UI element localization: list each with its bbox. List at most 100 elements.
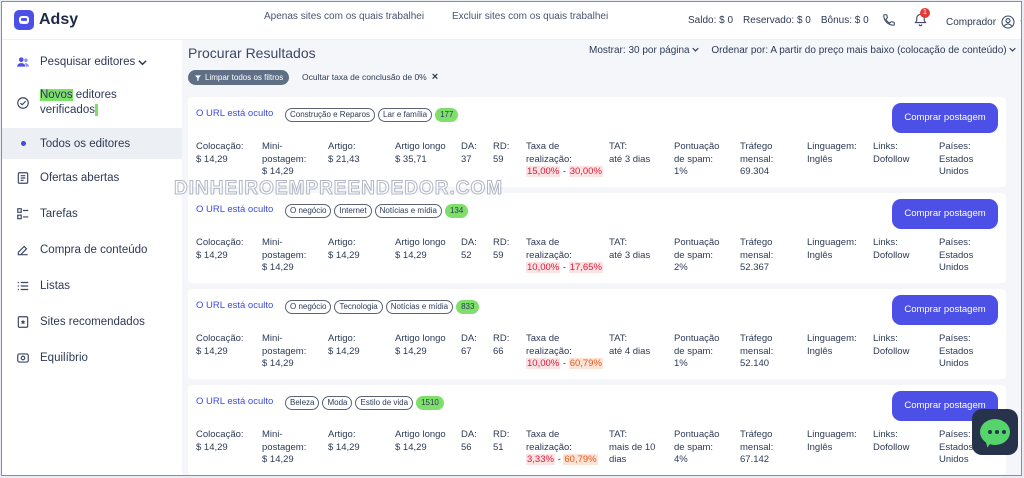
sort-select[interactable]: Ordenar por: A partir do preço mais baix… — [711, 45, 1017, 56]
category-tag[interactable]: Moda — [322, 396, 353, 410]
filter-only-worked-link[interactable]: Apenas sites com os quais trabalhei — [264, 11, 425, 22]
buy-post-button[interactable]: Comprar postagem — [892, 295, 998, 325]
category-tag[interactable]: O negócio — [285, 300, 332, 314]
buy-post-button[interactable]: Comprar postagem — [892, 199, 998, 229]
chevron-down-icon — [1009, 47, 1017, 52]
top-bar: Adsy Apenas sites com os quais trabalhei… — [2, 2, 1021, 40]
logo[interactable]: Adsy — [14, 10, 78, 30]
rd-metric: RD: 59 — [493, 141, 510, 165]
article-price: Artigo: $ 14,29 — [328, 333, 360, 357]
sidebar-item-label: Pesquisar editores — [40, 56, 136, 68]
category-tag[interactable]: O negócio — [285, 204, 332, 218]
language: Linguagem: Inglês — [807, 333, 857, 357]
hidden-url-link[interactable]: O URL está oculto — [196, 300, 274, 311]
list-icon — [17, 281, 29, 291]
rd-metric: RD: 51 — [493, 429, 510, 453]
sidebar-item-label: Equilíbrio — [40, 352, 88, 364]
spam-score: Pontuação de spam: 4% — [674, 429, 720, 465]
article-price: Artigo: $ 14,29 — [328, 237, 360, 261]
filter-exclude-worked-link[interactable]: Excluir sites com os quais trabalhei — [452, 11, 609, 22]
category-tag[interactable]: Lar e família — [378, 108, 433, 122]
category-tags: O negócio Tecnologia Notícias e mídia 833 — [285, 300, 480, 314]
article-price: Artigo: $ 14,29 — [328, 429, 360, 453]
completion-rate: Taxa de realização: 10,00% - 17,65% — [526, 237, 603, 273]
sidebar-item-search-publishers[interactable]: Pesquisar editores — [2, 48, 182, 76]
da-metric: DA: 52 — [461, 237, 477, 261]
placement-price: Colocação: $ 14,29 — [196, 429, 244, 453]
category-tag[interactable]: Beleza — [285, 396, 320, 410]
filter-icon — [195, 74, 201, 81]
sidebar-item-recommended[interactable]: Sites recomendados — [2, 308, 182, 336]
da-metric: DA: 67 — [461, 333, 477, 357]
category-tag[interactable]: Estilo de vida — [355, 396, 414, 410]
sidebar-item-lists[interactable]: Listas — [2, 272, 182, 300]
publisher-card: O URL está oculto Beleza Moda Estilo de vi… — [188, 385, 1006, 475]
long-article-price: Artigo longo $ 14,29 — [395, 333, 446, 357]
sidebar-item-label: Listas — [40, 280, 71, 292]
category-tag[interactable]: Tecnologia — [334, 300, 383, 314]
per-page-select[interactable]: Mostrar: 30 por página — [589, 45, 700, 56]
category-count-badge: 1510 — [416, 396, 444, 410]
edit-icon — [17, 245, 28, 256]
chat-button[interactable] — [972, 409, 1018, 455]
long-article-price: Artigo longo $ 35,71 — [395, 141, 446, 165]
chevron-down-icon — [1020, 20, 1021, 22]
sidebar-item-label: Compra de conteúdo — [40, 244, 148, 256]
close-icon[interactable]: × — [431, 71, 439, 83]
placement-price: Colocação: $ 14,29 — [196, 333, 244, 357]
notification-badge: 1 — [920, 8, 930, 18]
category-tag[interactable]: Notícias e mídia — [385, 300, 454, 314]
placement-price: Colocação: $ 14,29 — [196, 237, 244, 261]
clear-filters-button[interactable]: Limpar todos os filtros — [188, 70, 290, 85]
sidebar-item-label: Sites recomendados — [40, 316, 145, 328]
publisher-card: O URL está oculto O negócio Tecnologia Not… — [188, 289, 1006, 379]
sidebar-item-tasks[interactable]: Tarefas — [2, 200, 182, 228]
buy-post-button[interactable]: Comprar postagem — [892, 103, 998, 133]
sidebar-item-all-publishers[interactable]: Todos os editores — [2, 128, 182, 159]
hidden-url-link[interactable]: O URL está oculto — [196, 396, 274, 407]
countries: Países: Estados Unidos — [939, 429, 974, 465]
link-type: Links: Dofollow — [873, 237, 910, 261]
mini-post-price: Mini-postagem: $ 14,29 — [262, 237, 307, 273]
tat-metric: TAT: até 4 dias — [609, 333, 651, 357]
star-doc-icon — [17, 316, 29, 328]
spam-score: Pontuação de spam: 1% — [674, 333, 720, 369]
mini-post-price: Mini-postagem: $ 14,29 — [262, 141, 307, 177]
language: Linguagem: Inglês — [807, 237, 857, 261]
phone-icon[interactable] — [882, 13, 896, 27]
countries: Países: Estados Unidos — [939, 237, 974, 273]
rd-metric: RD: 66 — [493, 333, 510, 357]
monthly-traffic: Tráfego mensal: 52.140 — [740, 333, 774, 369]
category-tag[interactable]: Construção e Reparos — [285, 108, 376, 122]
publisher-card: O URL está oculto Construção e Reparos La… — [188, 97, 1006, 187]
category-tag[interactable]: Notícias e mídia — [374, 204, 442, 218]
dot-icon — [21, 141, 26, 146]
hidden-url-link[interactable]: O URL está oculto — [196, 108, 274, 119]
category-tag[interactable]: Internet — [334, 204, 372, 218]
account-stats: Saldo: $ 0 Reservado: $ 0 Bônus: $ 0 — [688, 15, 869, 26]
sidebar-item-balance[interactable]: Equilíbrio — [2, 344, 182, 372]
reserved-text: Reservado: $ 0 — [743, 15, 811, 26]
document-icon — [17, 172, 29, 184]
user-menu[interactable]: Comprador — [946, 14, 1021, 30]
sidebar-item-open-offers[interactable]: Ofertas abertas — [2, 164, 182, 192]
countries: Países: Estados Unidos — [939, 333, 974, 369]
category-tags: Beleza Moda Estilo de vida 1510 — [285, 396, 444, 410]
spam-score: Pontuação de spam: 1% — [674, 141, 720, 177]
user-avatar-icon — [1001, 15, 1015, 29]
language: Linguagem: Inglês — [807, 429, 857, 453]
language: Linguagem: Inglês — [807, 141, 857, 165]
category-count-badge: 134 — [444, 204, 469, 218]
completion-rate: Taxa de realização: 3,33% - 60,79% — [526, 429, 598, 465]
sidebar-item-new-verified[interactable]: Novos editores verificados — [2, 86, 182, 122]
users-icon — [17, 57, 29, 67]
sidebar-item-label: Todos os editores — [40, 137, 131, 150]
category-count-badge: 177 — [435, 108, 459, 122]
da-metric: DA: 56 — [461, 429, 477, 453]
check-circle-icon — [17, 97, 29, 109]
sidebar-item-content-purchase[interactable]: Compra de conteúdo — [2, 236, 182, 264]
hidden-url-link[interactable]: O URL está oculto — [196, 204, 274, 215]
sort-bar: Mostrar: 30 por página Ordenar por: A pa… — [589, 45, 1017, 56]
monthly-traffic: Tráfego mensal: 52.367 — [740, 237, 774, 273]
